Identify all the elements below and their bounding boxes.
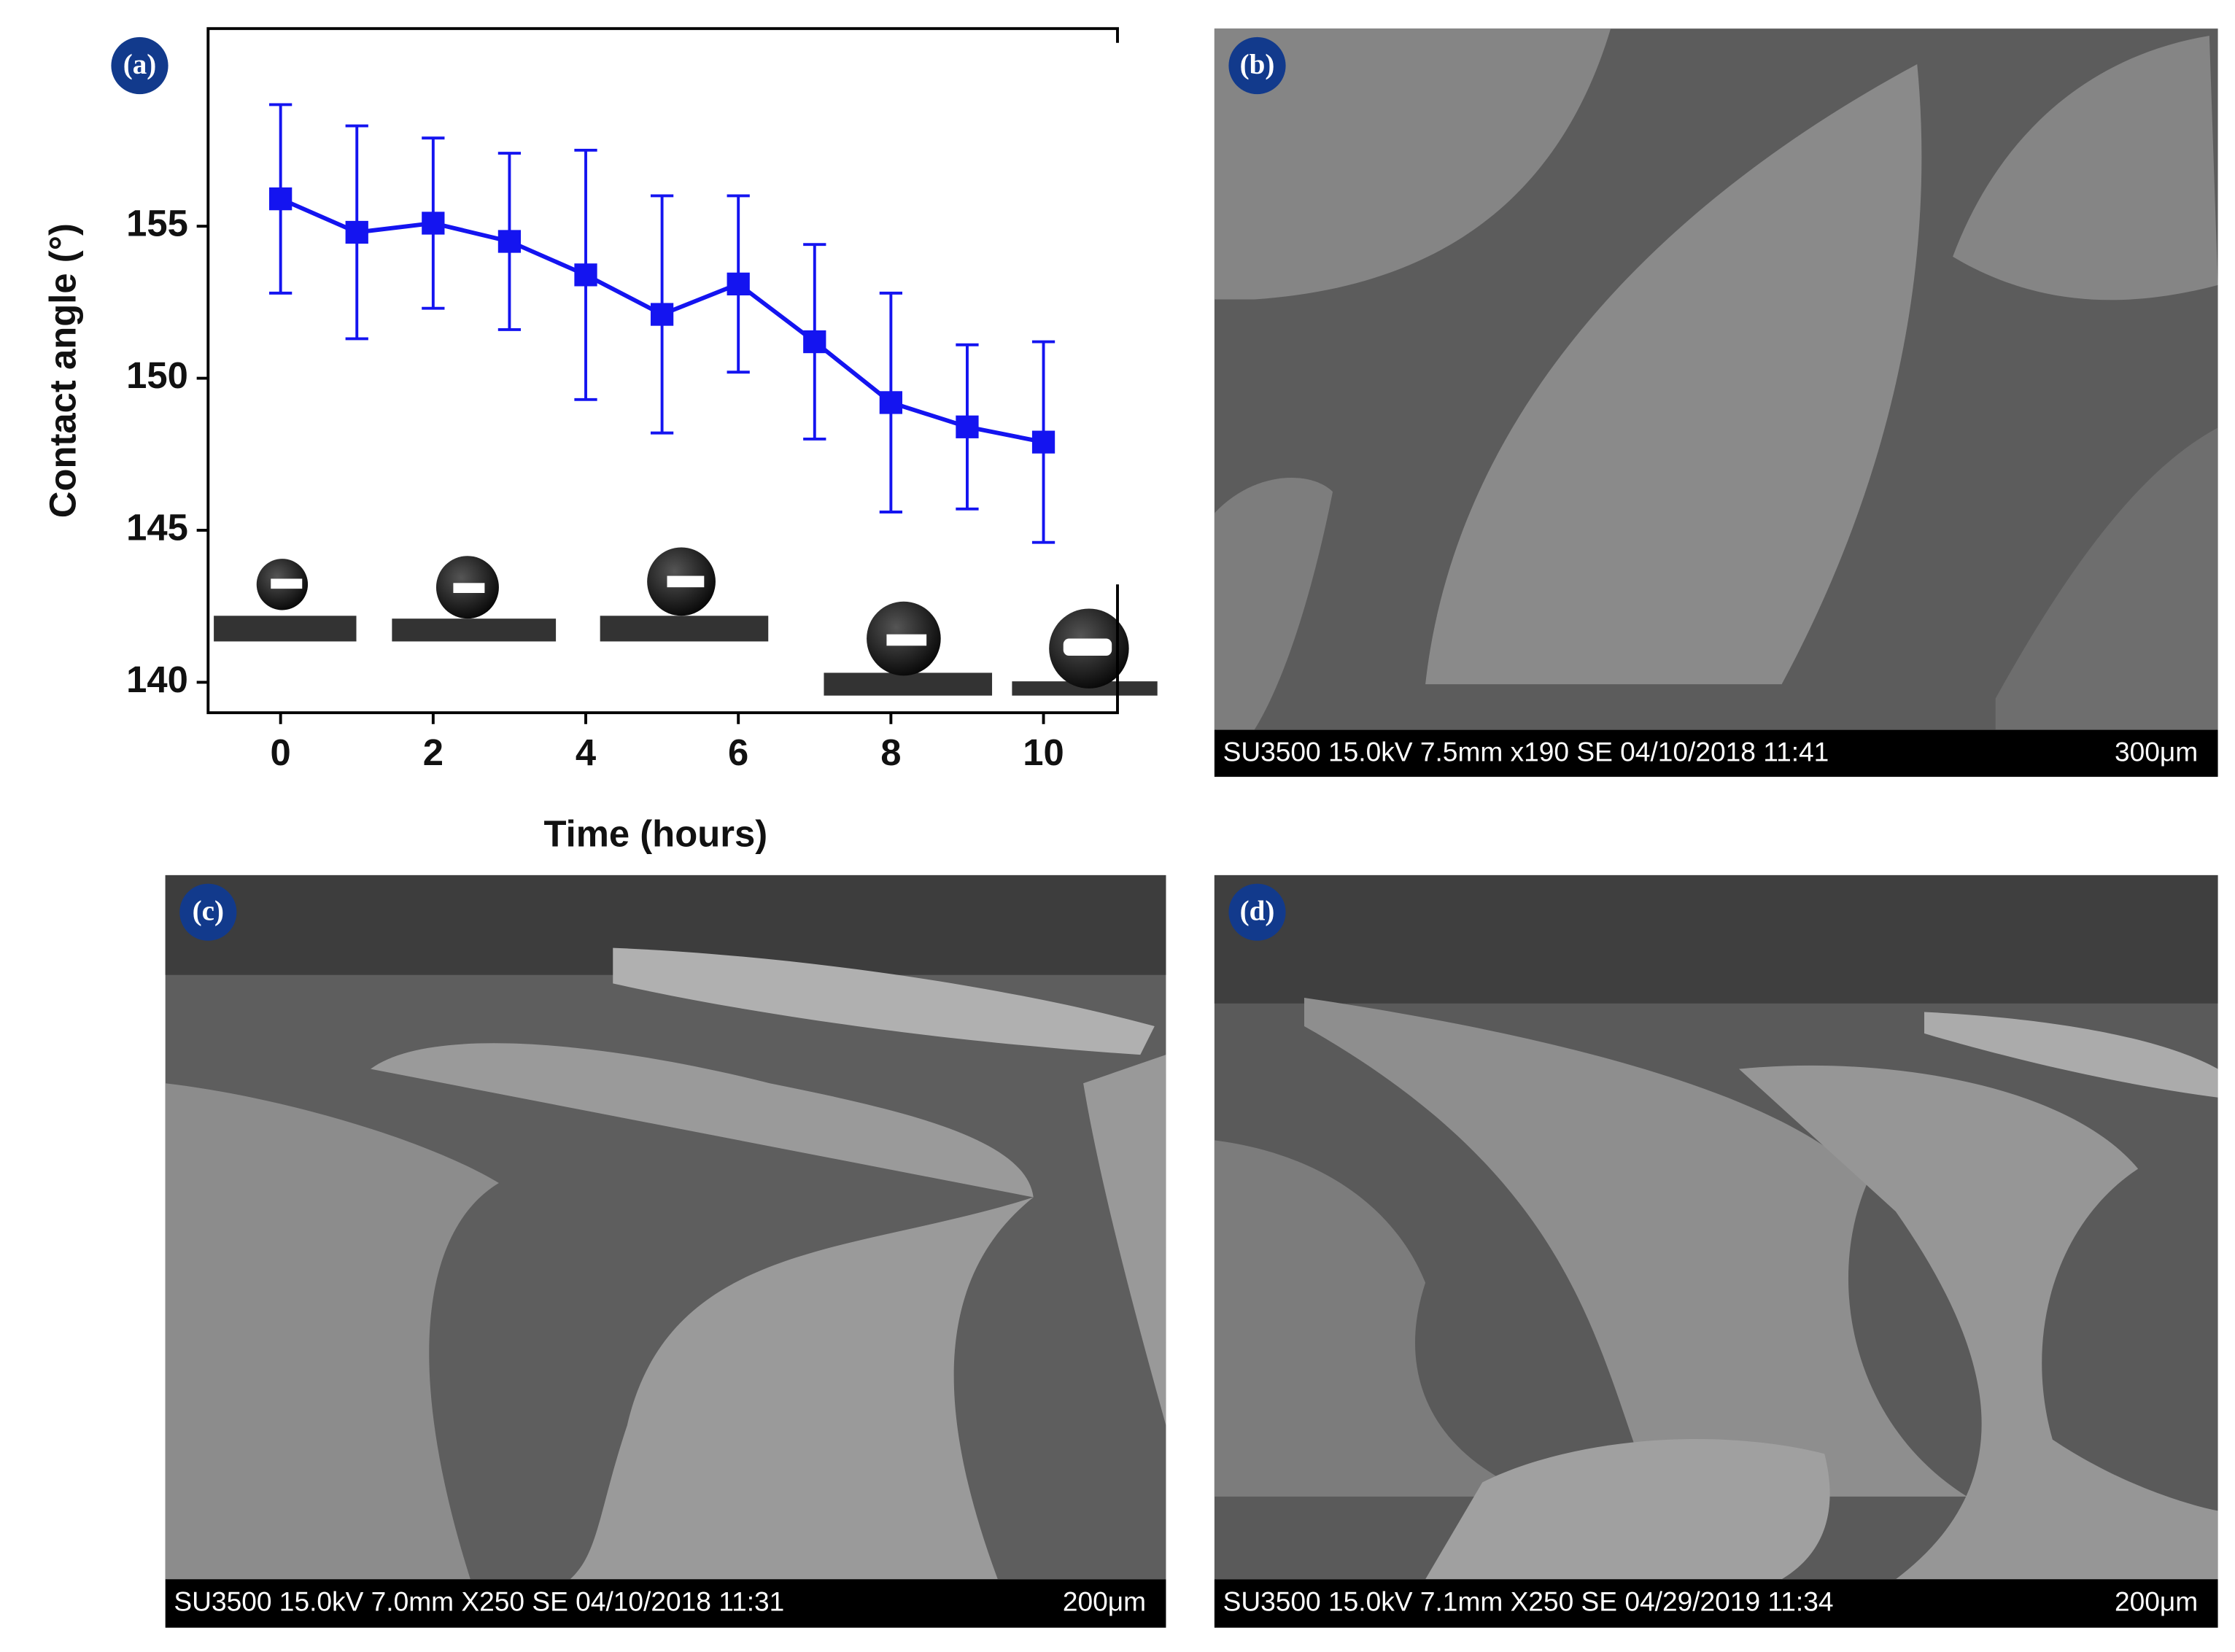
x-tick-label: 10 xyxy=(1023,732,1064,773)
data-point xyxy=(269,187,293,211)
panel-label: (a) xyxy=(123,49,157,80)
data-point xyxy=(422,212,445,235)
y-tick-label: 140 xyxy=(126,659,188,700)
data-point xyxy=(727,272,750,295)
x-tick-label: 2 xyxy=(423,732,443,773)
sem-image-c xyxy=(165,875,1166,1628)
data-point xyxy=(650,303,674,326)
x-tick-label: 6 xyxy=(728,732,748,773)
data-point xyxy=(879,391,903,414)
panel-badge xyxy=(1228,883,1286,941)
panel-badge xyxy=(1228,36,1286,95)
sem-image-d xyxy=(1214,875,2218,1628)
y-tick-label: 145 xyxy=(126,506,188,548)
y-tick-label: 150 xyxy=(126,354,188,396)
sem-caption: SU3500 15.0kV 7.5mm x190 SE 04/10/2018 1… xyxy=(1223,737,1829,767)
data-point xyxy=(803,330,826,354)
sem-scale: 300μm xyxy=(2115,737,2198,767)
data-point xyxy=(345,220,368,244)
droplet-insets xyxy=(214,547,1158,696)
panel-label: (d) xyxy=(1240,896,1275,927)
sem-scale: 200μm xyxy=(2115,1586,2198,1616)
panel-badge xyxy=(179,883,237,941)
sem-caption: SU3500 15.0kV 7.1mm X250 SE 04/29/2019 1… xyxy=(1223,1586,1834,1616)
panel-label: (c) xyxy=(193,896,224,927)
data-point xyxy=(1031,430,1055,454)
plot-frame xyxy=(206,27,1119,715)
y-axis-title: Contact angle (°) xyxy=(42,223,83,518)
x-tick-label: 4 xyxy=(576,732,596,773)
sem-scale: 200μm xyxy=(1063,1586,1146,1616)
y-tick-label: 155 xyxy=(126,203,188,244)
sem-image-b xyxy=(1214,28,2218,777)
panel-badge xyxy=(111,36,169,95)
data-point xyxy=(574,263,597,287)
x-tick-label: 8 xyxy=(880,732,901,773)
data-point xyxy=(497,230,522,253)
x-axis-title: Time (hours) xyxy=(544,813,768,855)
sem-caption: SU3500 15.0kV 7.0mm X250 SE 04/10/2018 1… xyxy=(174,1586,784,1616)
data-point xyxy=(956,415,979,438)
x-tick-label: 0 xyxy=(271,732,291,773)
panel-label: (b) xyxy=(1240,49,1275,80)
